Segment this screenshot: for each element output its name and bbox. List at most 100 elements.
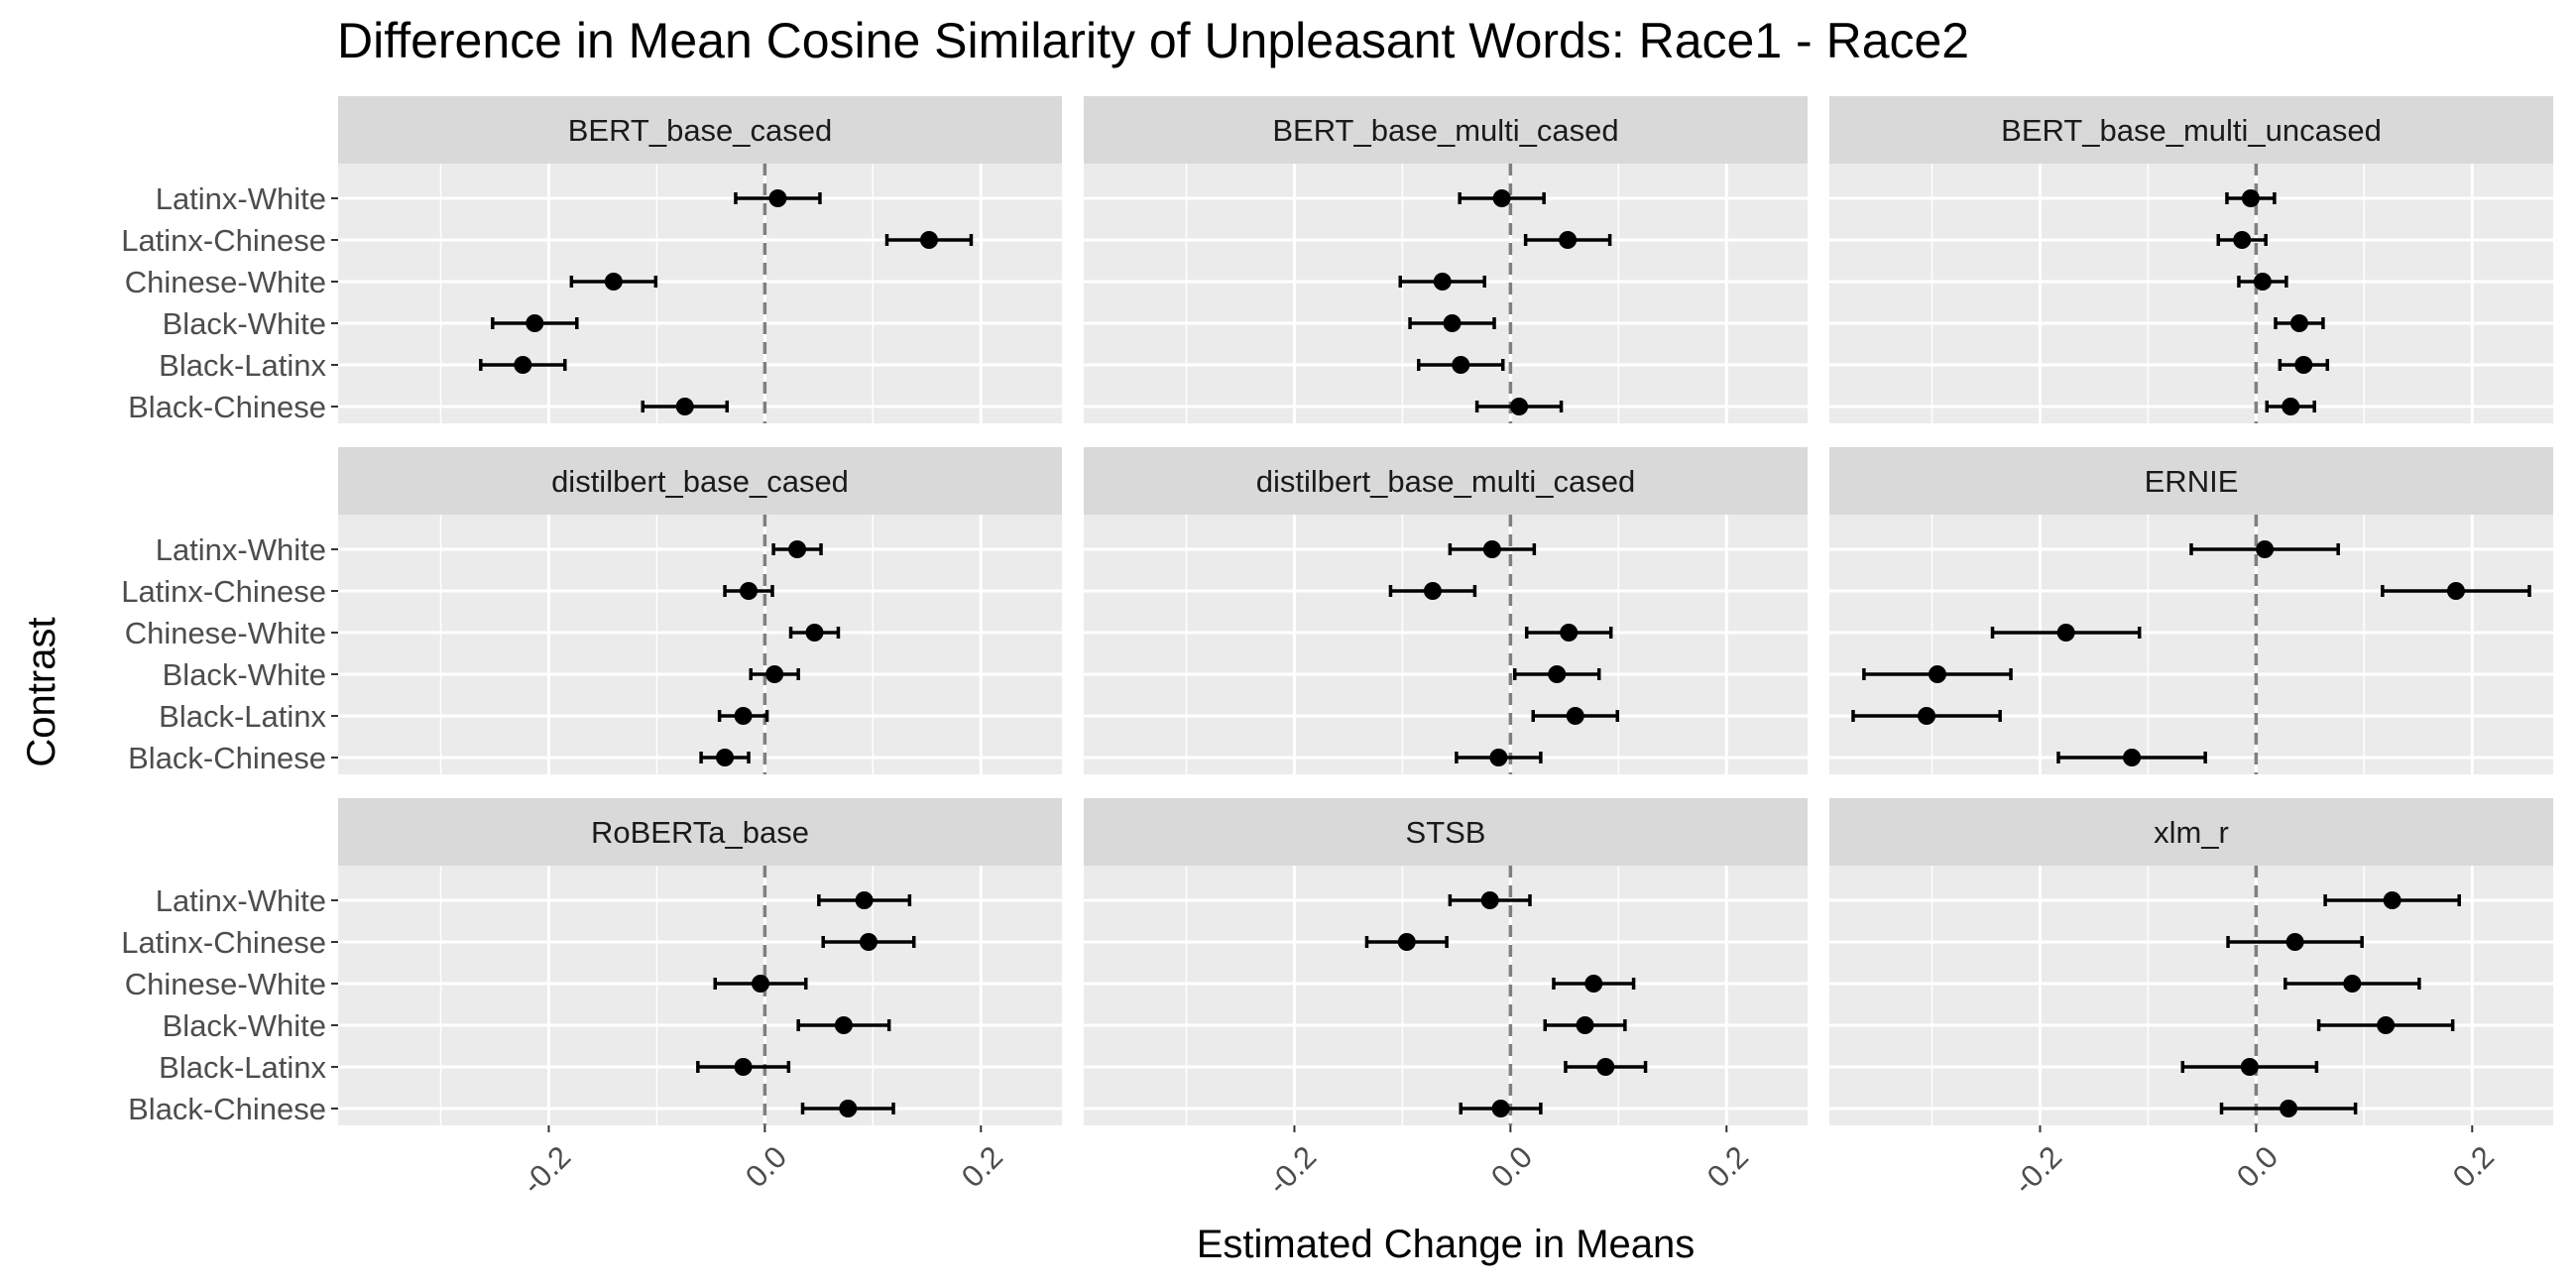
estimate-latinx-white <box>2189 540 2340 558</box>
point-estimate <box>2285 933 2304 951</box>
point-estimate <box>1443 314 1462 332</box>
estimate-black-latinx <box>717 707 769 725</box>
point-estimate <box>1584 975 1603 993</box>
y-tick-label: Black-White <box>163 306 326 341</box>
panel-strip <box>1829 798 2553 866</box>
point-estimate <box>2233 231 2252 249</box>
point-estimate <box>1559 231 1578 249</box>
estimate-black-white <box>1862 665 2013 683</box>
point-estimate <box>1482 540 1501 558</box>
point-estimate <box>1480 891 1499 909</box>
point-estimate <box>1560 624 1579 642</box>
y-tick-label: Latinx-White <box>156 532 326 567</box>
estimate-black-chinese <box>2219 1100 2358 1117</box>
panel-strip-label: STSB <box>1406 815 1486 850</box>
panel-strip <box>1829 96 2553 164</box>
panel-background <box>1084 164 1808 423</box>
y-tick-label: Black-White <box>163 657 326 692</box>
panel-distilbert-base-multi-cased: distilbert_base_multi_cased <box>1084 447 1808 774</box>
panel-bert-base-multi-cased: BERT_base_multi_cased <box>1084 96 1808 423</box>
point-estimate <box>1397 933 1416 951</box>
point-estimate <box>716 749 735 766</box>
point-estimate <box>1566 707 1584 725</box>
estimate-chinese-white <box>788 624 841 642</box>
estimate-black-chinese <box>2265 398 2316 415</box>
y-tick-label: Black-Latinx <box>159 699 326 734</box>
estimate-chinese-white <box>713 975 808 993</box>
estimate-black-chinese <box>699 749 751 766</box>
y-tick-label: Black-Latinx <box>159 1050 326 1085</box>
estimate-black-white <box>2316 1016 2455 1034</box>
point-estimate <box>805 624 824 642</box>
panel-background <box>1084 866 1808 1125</box>
point-estimate <box>2289 314 2308 332</box>
panel-background <box>338 515 1062 774</box>
panel-strip-label: BERT_base_cased <box>568 113 833 148</box>
point-estimate <box>2256 540 2275 558</box>
panel-strip-label: distilbert_base_multi_cased <box>1256 464 1636 499</box>
point-estimate <box>2056 624 2075 642</box>
estimate-black-chinese <box>1474 398 1564 415</box>
point-estimate <box>604 273 623 291</box>
point-estimate <box>2253 273 2272 291</box>
panel-background <box>338 164 1062 423</box>
panel-strip <box>338 96 1062 164</box>
estimate-black-white <box>1543 1016 1627 1034</box>
point-estimate <box>675 398 694 415</box>
estimate-latinx-chinese <box>884 231 974 249</box>
estimate-latinx-white <box>2225 189 2277 207</box>
point-estimate <box>1576 1016 1594 1034</box>
point-estimate <box>839 1100 858 1117</box>
panel-stsb: STSB -0.2 0.0 0.2 <box>1084 798 1808 1202</box>
point-estimate <box>2280 1100 2298 1117</box>
panel-bert-base-multi-uncased: BERT_base_multi_uncased <box>1829 96 2553 423</box>
estimate-black-chinese <box>1455 749 1543 766</box>
estimate-black-white <box>2274 314 2325 332</box>
estimate-latinx-chinese <box>821 933 916 951</box>
point-estimate <box>1452 356 1470 374</box>
y-tick-label: Latinx-White <box>156 181 326 216</box>
estimate-latinx-white <box>1448 891 1532 909</box>
estimate-latinx-white <box>1458 189 1546 207</box>
estimate-chinese-white <box>2283 975 2421 993</box>
y-tick-label: Latinx-Chinese <box>121 574 326 609</box>
point-estimate <box>752 975 770 993</box>
point-estimate <box>2294 356 2313 374</box>
estimate-chinese-white <box>1524 624 1613 642</box>
estimate-chinese-white <box>1552 975 1636 993</box>
estimate-black-chinese <box>800 1100 895 1117</box>
point-estimate <box>1596 1058 1615 1076</box>
estimate-black-latinx <box>1531 707 1619 725</box>
point-estimate <box>768 189 787 207</box>
panel-background <box>1829 164 2553 423</box>
estimate-black-white <box>749 665 800 683</box>
x-tick-label: -0.2 <box>2007 1139 2069 1202</box>
panel-background <box>1829 515 2553 774</box>
point-estimate <box>919 231 938 249</box>
panel-distilbert-base-cased: distilbert_base_cased Latinx-White Latinx-… <box>121 447 1062 775</box>
point-estimate <box>1423 582 1442 600</box>
estimate-black-white <box>796 1016 891 1034</box>
estimate-black-white <box>491 314 579 332</box>
estimate-chinese-white <box>2237 273 2288 291</box>
estimate-black-chinese <box>2056 749 2207 766</box>
panel-strip-label: BERT_base_multi_cased <box>1272 113 1618 148</box>
x-tick-label: 0.2 <box>1700 1139 1755 1194</box>
point-estimate <box>2446 582 2465 600</box>
point-estimate <box>1491 1100 1510 1117</box>
panel-background <box>1829 866 2553 1125</box>
panel-strip-label: xlm_r <box>2154 815 2229 850</box>
point-estimate <box>788 540 807 558</box>
y-tick-label: Chinese-White <box>125 967 326 1001</box>
panel-strip <box>1829 447 2553 515</box>
y-tick-label: Latinx-Chinese <box>121 925 326 960</box>
point-estimate <box>2383 891 2401 909</box>
estimate-chinese-white <box>1398 273 1486 291</box>
point-estimate <box>855 891 874 909</box>
x-tick-label: 0.0 <box>2230 1139 2284 1194</box>
panel-strip <box>338 798 1062 866</box>
point-estimate <box>765 665 784 683</box>
estimate-black-latinx <box>1851 707 2002 725</box>
estimate-black-white <box>1408 314 1496 332</box>
panel-strip-label: ERNIE <box>2145 464 2239 499</box>
